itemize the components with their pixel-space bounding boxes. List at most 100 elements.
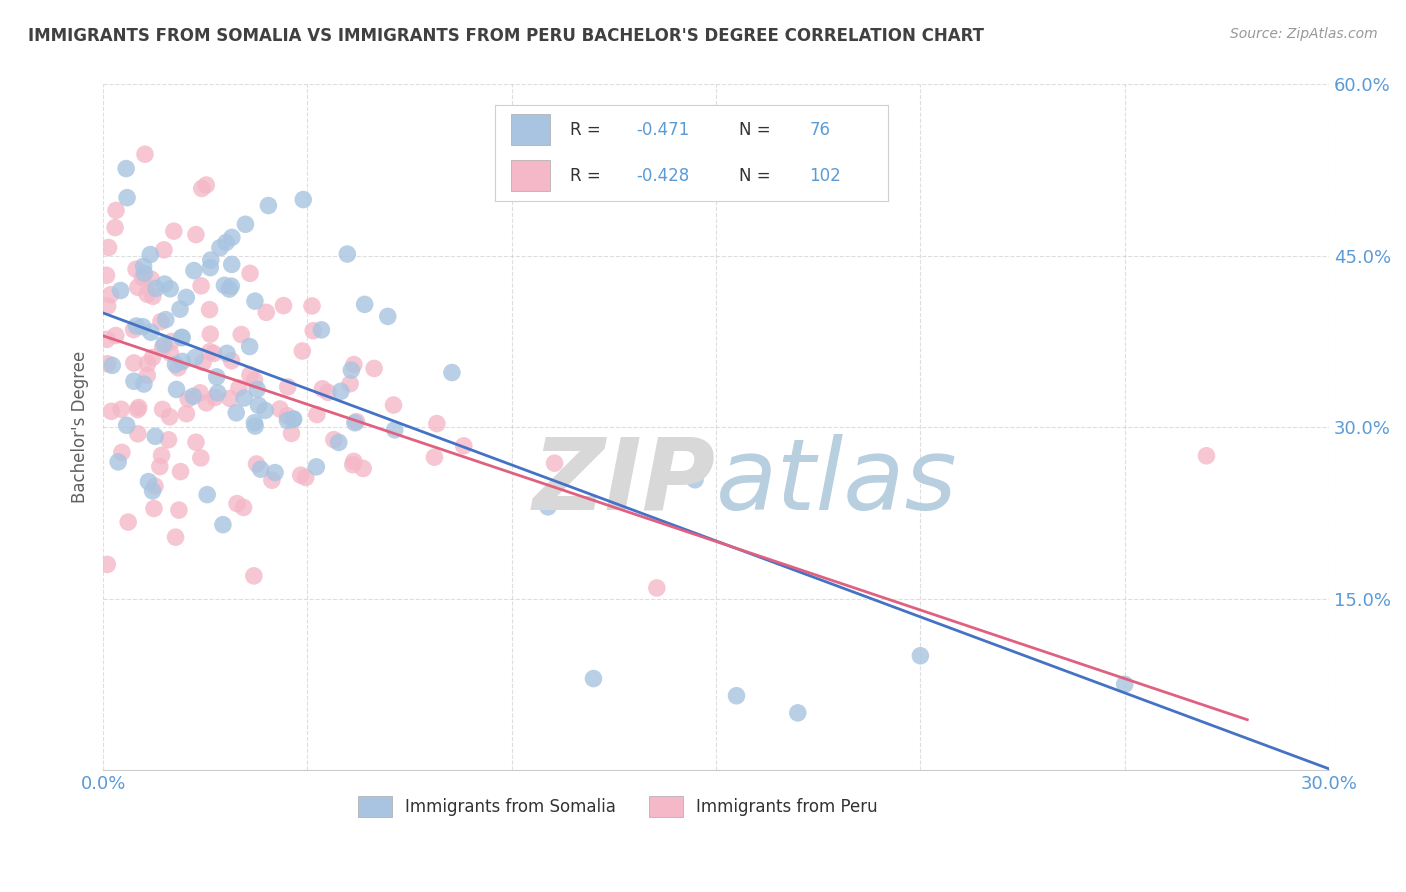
Point	[246, 383, 269, 397]
Point	[169, 302, 191, 317]
Point	[280, 426, 302, 441]
Point	[440, 366, 463, 380]
Point	[153, 337, 176, 351]
Point	[342, 458, 364, 472]
Point	[115, 161, 138, 176]
Point	[329, 384, 352, 399]
Point	[115, 191, 138, 205]
Point	[214, 278, 236, 293]
Point	[159, 346, 181, 360]
Point	[152, 402, 174, 417]
Point	[184, 227, 207, 242]
Point	[184, 351, 207, 365]
Point	[204, 391, 226, 405]
Point	[322, 433, 344, 447]
Point	[221, 257, 243, 271]
Point	[111, 445, 134, 459]
Point	[311, 323, 333, 337]
Point	[311, 382, 333, 396]
Point	[136, 357, 159, 371]
Point	[363, 361, 385, 376]
Point	[190, 278, 212, 293]
Point	[100, 287, 122, 301]
Point	[145, 281, 167, 295]
Point	[166, 383, 188, 397]
Point	[200, 327, 222, 342]
Point	[208, 241, 231, 255]
Point	[183, 263, 205, 277]
Point	[537, 500, 560, 514]
Point	[198, 302, 221, 317]
Point	[184, 435, 207, 450]
Point	[290, 468, 312, 483]
Point	[138, 475, 160, 489]
Point	[110, 402, 132, 417]
Point	[142, 351, 165, 365]
Point	[247, 399, 270, 413]
Text: IMMIGRANTS FROM SOMALIA VS IMMIGRANTS FROM PERU BACHELOR'S DEGREE CORRELATION CH: IMMIGRANTS FROM SOMALIA VS IMMIGRANTS FR…	[28, 27, 984, 45]
Point	[264, 466, 287, 480]
Point	[104, 328, 127, 343]
Point	[218, 392, 240, 406]
Point	[294, 470, 316, 484]
Point	[239, 339, 262, 353]
Point	[273, 299, 295, 313]
Point	[128, 401, 150, 415]
Point	[170, 330, 193, 344]
Point	[122, 323, 145, 337]
Point	[683, 473, 706, 487]
Point	[139, 326, 162, 340]
Point	[181, 389, 204, 403]
Point	[305, 408, 328, 422]
Point	[122, 356, 145, 370]
Point	[143, 479, 166, 493]
Point	[200, 253, 222, 268]
Point	[1114, 677, 1136, 691]
Point	[302, 324, 325, 338]
Point	[167, 503, 190, 517]
Point	[155, 312, 177, 326]
Point	[165, 530, 187, 544]
Point	[139, 247, 162, 261]
Point	[316, 385, 339, 400]
Y-axis label: Bachelor's Degree: Bachelor's Degree	[72, 351, 89, 503]
Point	[115, 418, 138, 433]
Point	[1195, 449, 1218, 463]
Point	[97, 240, 120, 254]
Point	[352, 461, 374, 475]
Point	[134, 266, 156, 280]
Point	[195, 396, 218, 410]
Point	[645, 581, 668, 595]
Point	[231, 327, 253, 342]
Point	[104, 220, 127, 235]
Point	[169, 465, 191, 479]
Point	[163, 224, 186, 238]
Point	[191, 181, 214, 195]
Point	[96, 332, 118, 346]
Point	[172, 331, 194, 345]
Point	[423, 450, 446, 465]
Point	[188, 385, 211, 400]
Point	[100, 404, 122, 418]
Point	[305, 459, 328, 474]
Point	[582, 672, 605, 686]
Point	[96, 558, 118, 572]
Point	[221, 353, 243, 368]
Point	[786, 706, 808, 720]
Point	[125, 318, 148, 333]
Point	[910, 648, 932, 663]
Point	[221, 279, 243, 293]
Point	[377, 310, 399, 324]
Point	[346, 415, 368, 429]
Point	[105, 203, 128, 218]
Point	[153, 243, 176, 257]
Point	[200, 260, 222, 275]
Point	[150, 448, 173, 462]
Point	[143, 501, 166, 516]
Point	[110, 284, 132, 298]
Point	[453, 439, 475, 453]
Point	[343, 358, 366, 372]
Point	[190, 450, 212, 465]
Point	[97, 299, 120, 313]
Point	[235, 217, 257, 231]
